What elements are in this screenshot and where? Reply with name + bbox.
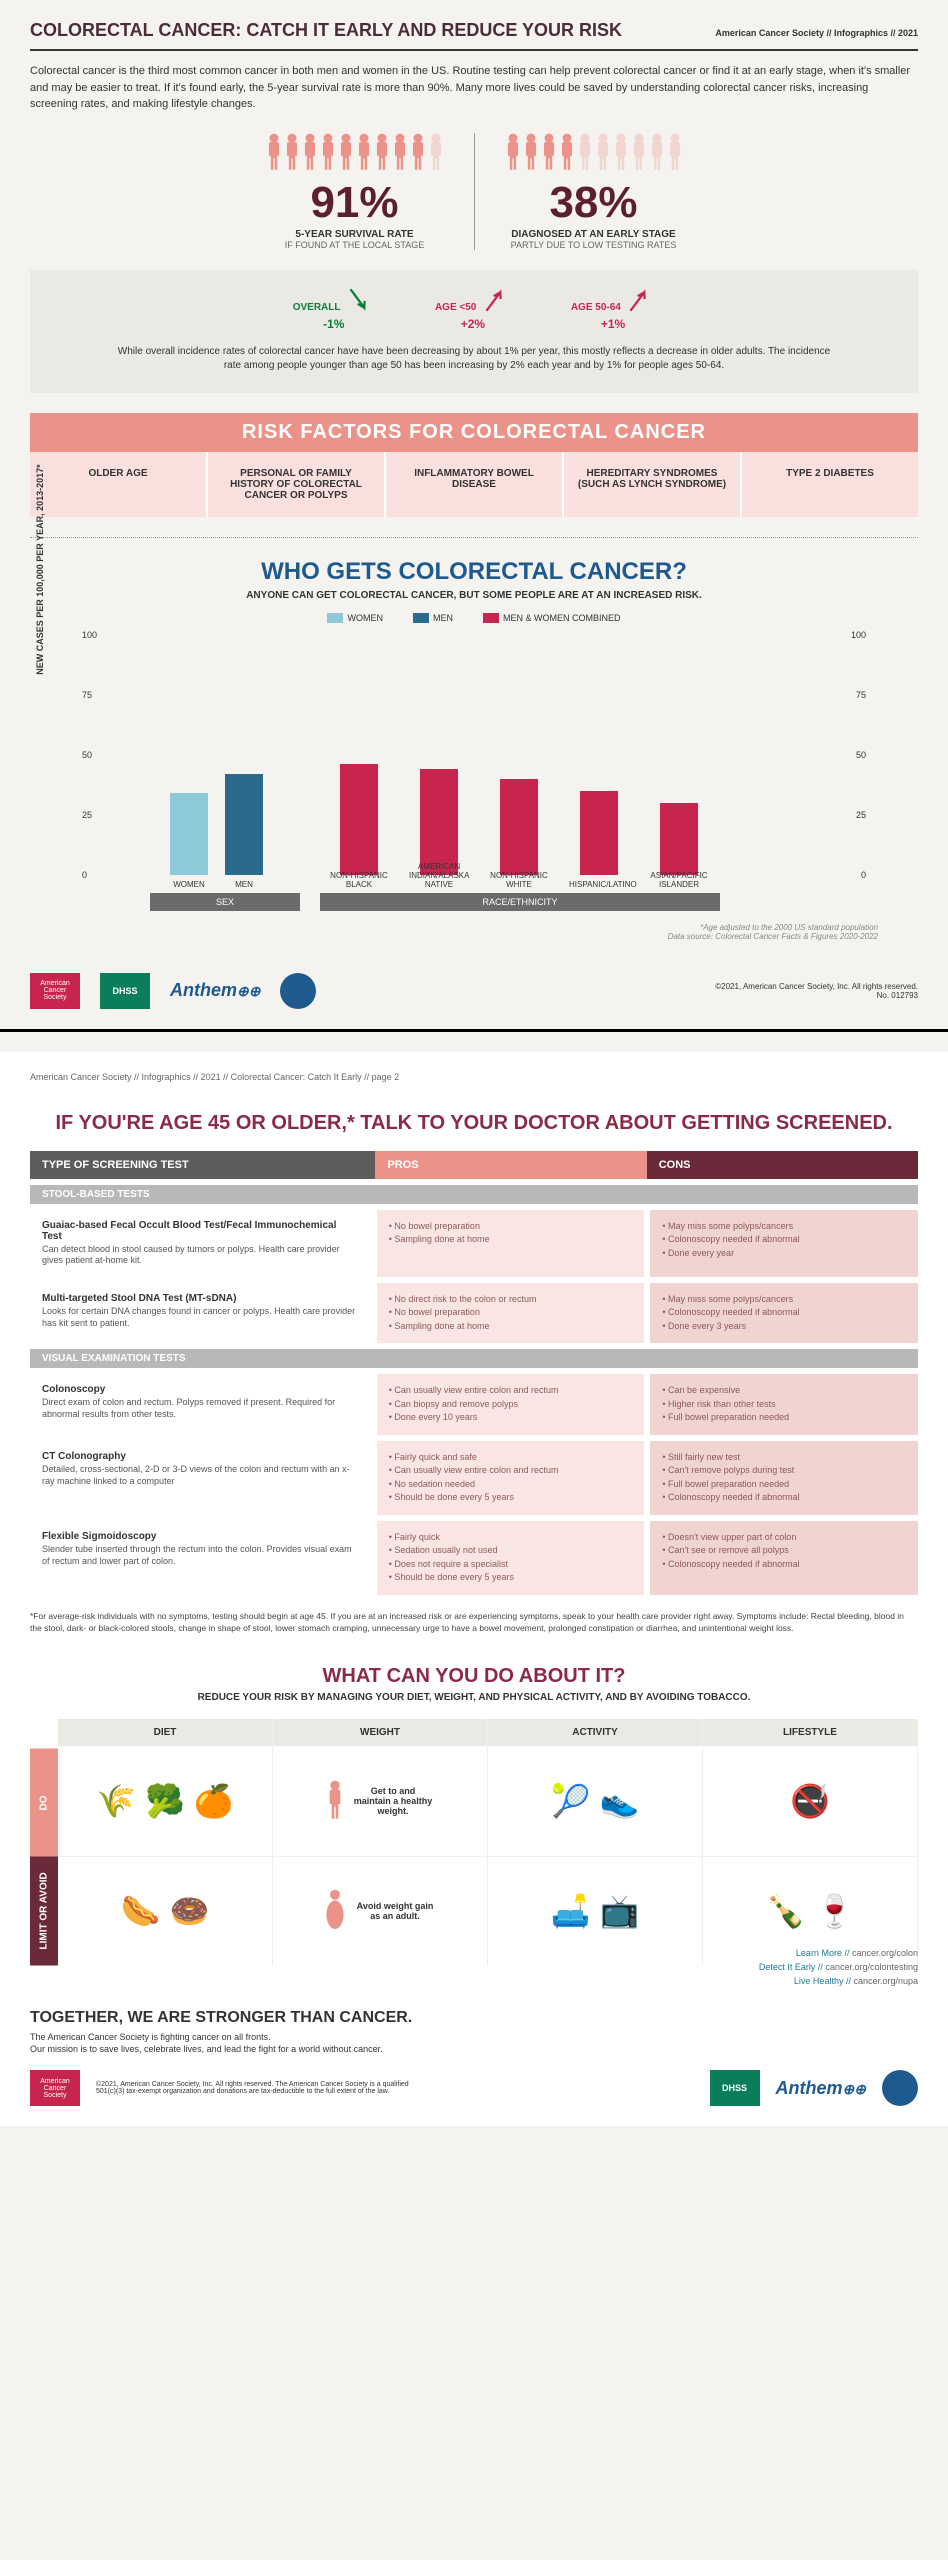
trend-age50: AGE <50 +2% <box>435 290 511 333</box>
screening-title: IF YOU'RE AGE 45 OR OLDER,* TALK TO YOUR… <box>30 1112 918 1135</box>
test-row: Guaiac-based Fecal Occult Blood Test/Fec… <box>30 1210 918 1277</box>
side-avoid: LIMIT OR AVOID <box>30 1857 58 1966</box>
footer-text: The American Cancer Society is fighting … <box>30 2031 918 2056</box>
divider <box>30 537 918 538</box>
action-col: ACTIVITY🎾 👟🛋️ 📺 <box>488 1719 703 1966</box>
dhss-logo: DHSS <box>100 973 150 1009</box>
risk-item: INFLAMMATORY BOWEL DISEASE <box>386 452 564 517</box>
who-section: WHO GETS COLORECTAL CANCER? ANYONE CAN G… <box>30 558 918 941</box>
trend-age5064: AGE 50-64 +1% <box>571 290 655 333</box>
th-cons: CONS <box>647 1151 918 1179</box>
risk-item: TYPE 2 DIABETES <box>742 452 918 517</box>
who-sub: ANYONE CAN GET COLORECTAL CANCER, BUT SO… <box>30 590 918 601</box>
anthem-logo: Anthem⊕⊕ <box>170 980 260 1001</box>
people-row-left <box>266 133 444 171</box>
side-do: DO <box>30 1749 58 1858</box>
y-axis-label: NEW CASES PER 100,000 PER YEAR, 2013-201… <box>35 464 45 674</box>
survival-col: 91% 5-YEAR SURVIVAL RATE IF FOUND AT THE… <box>236 133 475 250</box>
what-title: WHAT CAN YOU DO ABOUT IT? <box>30 1665 918 1688</box>
chart-legend: WOMEN MEN MEN & WOMEN COMBINED <box>30 613 918 623</box>
action-col: WEIGHTGet to and maintain a healthy weig… <box>273 1719 488 1966</box>
trend-row: OVERALL -1% AGE <50 +2% AGE 50-64 +1% <box>110 290 838 333</box>
bar-chart: NEW CASES PER 100,000 PER YEAR, 2013-201… <box>70 635 878 915</box>
trend-overall: OVERALL -1% <box>293 290 375 333</box>
page2-header: American Cancer Society // Infographics … <box>30 1072 918 1082</box>
intro-text: Colorectal cancer is the third most comm… <box>30 63 918 113</box>
footer-logos: American Cancer Society ©2021, American … <box>30 2070 918 2106</box>
header: COLORECTAL CANCER: CATCH IT EARLY AND RE… <box>30 20 918 51</box>
risk-item: HEREDITARY SYNDROMES (SUCH AS LYNCH SYND… <box>564 452 742 517</box>
test-category: VISUAL EXAMINATION TESTS <box>30 1349 918 1368</box>
survival-sub: IF FOUND AT THE LOCAL STAGE <box>266 240 444 250</box>
people-row-right <box>505 133 683 171</box>
risk-item: PERSONAL OR FAMILY HISTORY OF COLORECTAL… <box>208 452 386 517</box>
chart-area: 00252550507575100100WOMENMENSEXNON-HISPA… <box>110 635 838 875</box>
legend-women: WOMEN <box>327 613 383 623</box>
action-grid: DO LIMIT OR AVOID DIET🌾 🥦 🍊🌭 🍩WEIGHTGet … <box>30 1719 918 1966</box>
trend-box: OVERALL -1% AGE <50 +2% AGE 50-64 +1% Wh… <box>30 270 918 393</box>
copyright: ©2021, American Cancer Society, Inc. All… <box>715 982 918 1000</box>
test-row: CT ColonographyDetailed, cross-sectional… <box>30 1441 918 1515</box>
seal-logo <box>280 973 316 1009</box>
risk-row: OLDER AGEPERSONAL OR FAMILY HISTORY OF C… <box>30 452 918 517</box>
test-row: ColonoscopyDirect exam of colon and rect… <box>30 1374 918 1435</box>
test-row: Flexible SigmoidoscopySlender tube inser… <box>30 1521 918 1595</box>
footer-title: TOGETHER, WE ARE STRONGER THAN CANCER. <box>30 2009 918 2027</box>
diagnosed-pct: 38% <box>505 181 683 225</box>
acs-logo: American Cancer Society <box>30 973 80 1009</box>
who-title: WHO GETS COLORECTAL CANCER? <box>30 558 918 586</box>
diagnosed-col: 38% DIAGNOSED AT AN EARLY STAGE PARTLY D… <box>475 133 713 250</box>
trend-text: While overall incidence rates of colorec… <box>110 345 838 373</box>
action-col: LIFESTYLE🚭🍾 🍷 <box>703 1719 918 1966</box>
what-sub: REDUCE YOUR RISK BY MANAGING YOUR DIET, … <box>30 1692 918 1703</box>
action-col: DIET🌾 🥦 🍊🌭 🍩 <box>58 1719 273 1966</box>
footer-copyright: ©2021, American Cancer Society, Inc. All… <box>96 2081 426 2095</box>
page-1: COLORECTAL CANCER: CATCH IT EARLY AND RE… <box>0 0 948 1029</box>
seal-logo <box>882 2070 918 2106</box>
th-pros: PROS <box>375 1151 646 1179</box>
anthem-logo: Anthem⊕⊕ <box>776 2078 866 2099</box>
action-cols: DIET🌾 🥦 🍊🌭 🍩WEIGHTGet to and maintain a … <box>58 1719 918 1966</box>
th-type: TYPE OF SCREENING TEST <box>30 1151 375 1179</box>
logo-row: American Cancer Society DHSS Anthem⊕⊕ ©2… <box>30 961 918 1009</box>
risk-banner: RISK FACTORS FOR COLORECTAL CANCER <box>30 413 918 452</box>
header-meta: American Cancer Society // Infographics … <box>715 28 918 38</box>
diagnosed-sub: PARTLY DUE TO LOW TESTING RATES <box>505 240 683 250</box>
footer-link[interactable]: Live Healthy // cancer.org/nupa <box>30 1974 918 1988</box>
risk-item: OLDER AGE <box>30 452 208 517</box>
arrow-up-icon <box>478 283 514 315</box>
action-side: DO LIMIT OR AVOID <box>30 1719 58 1966</box>
diagnosed-label: DIAGNOSED AT AN EARLY STAGE <box>505 229 683 240</box>
table-footnote: *For average-risk individuals with no sy… <box>30 1611 918 1635</box>
dhss-logo: DHSS <box>710 2070 760 2106</box>
survival-pct: 91% <box>266 181 444 225</box>
arrow-up-icon <box>622 283 658 315</box>
arrow-down-icon <box>342 283 378 315</box>
test-category: STOOL-BASED TESTS <box>30 1185 918 1204</box>
test-row: Multi-targeted Stool DNA Test (MT-sDNA)L… <box>30 1283 918 1344</box>
legend-men: MEN <box>413 613 453 623</box>
table-header: TYPE OF SCREENING TEST PROS CONS <box>30 1151 918 1179</box>
survival-label: 5-YEAR SURVIVAL RATE <box>266 229 444 240</box>
chart-note: *Age adjusted to the 2000 US standard po… <box>30 923 878 941</box>
page-divider <box>0 1029 948 1032</box>
survival-section: 91% 5-YEAR SURVIVAL RATE IF FOUND AT THE… <box>30 133 918 250</box>
tests-table: STOOL-BASED TESTS Guaiac-based Fecal Occu… <box>30 1185 918 1595</box>
page-2: American Cancer Society // Infographics … <box>0 1052 948 2127</box>
acs-logo: American Cancer Society <box>30 2070 80 2106</box>
main-title: COLORECTAL CANCER: CATCH IT EARLY AND RE… <box>30 20 622 41</box>
legend-combined: MEN & WOMEN COMBINED <box>483 613 621 623</box>
risk-section: RISK FACTORS FOR COLORECTAL CANCER OLDER… <box>30 413 918 517</box>
